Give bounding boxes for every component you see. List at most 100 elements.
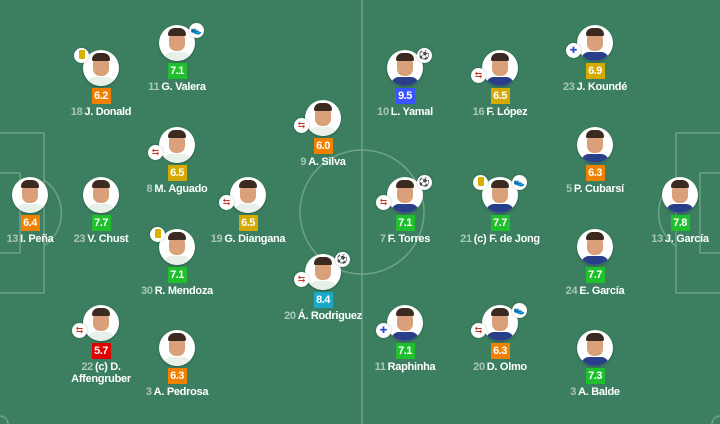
avatar [482,50,518,86]
player-name-text: R. Mendoza [154,285,213,297]
player-away[interactable]: ⚽ ⇆ 7.1 7 F. Torres [360,175,450,245]
rating-badge: 6.2 [91,88,111,104]
player-name: 9 A. Silva [281,156,365,168]
substitution-icon: ⇆ [471,68,486,83]
player-name-text: G. Valera [161,81,206,93]
substitution-icon: ⇆ [148,145,163,160]
avatar [159,127,195,163]
assist-icon: 👟 [512,175,527,190]
shirt-number: 19 [210,233,223,245]
substitution-icon: ⇆ [471,323,486,338]
rating-badge: 7.7 [91,215,111,231]
player-name-text: L. Yamal [390,106,433,118]
player-away[interactable]: 7.8 13 J. García [635,177,720,245]
player-away[interactable]: ⇆ 👟 6.3 20 D. Olmo [455,303,545,373]
shirt-number: 16 [472,106,485,118]
rating-badge: 7.7 [585,267,605,283]
player-name: 30 R. Mendoza [135,285,219,297]
shirt-number: 9 [300,156,307,168]
player-name: 18 J. Donald [59,106,143,118]
player-name-text: (c) F. de Jong [473,233,540,245]
player-away[interactable]: ✚ 7.1 11 Raphinha [360,305,450,373]
yellow-card-icon [473,175,488,190]
avatar [387,305,423,341]
player-away[interactable]: 👟 7.7 21 (c) F. de Jong [455,175,545,245]
avatar [159,330,195,366]
right-goal-box [699,172,720,254]
rating-badge: 6.5 [238,215,258,231]
avatar [577,127,613,163]
shirt-number: 11 [148,81,160,93]
player-away[interactable]: ⇆ 6.5 16 F. López [455,50,545,118]
goal-icon: ⚽ [417,175,432,190]
rating-badge: 6.3 [585,165,605,181]
injury-substitution-icon: ✚ [566,43,581,58]
player-name: 16 F. López [458,106,542,118]
player-name: 13 I. Peña [0,233,72,245]
player-home[interactable]: 6.4 13 I. Peña [0,177,75,245]
avatar [83,305,119,341]
player-name: 21 (c) F. de Jong [458,233,542,245]
goal-icon: ⚽ [417,48,432,63]
rating-badge: 6.0 [313,138,333,154]
player-name-text: M. Aguado [154,183,208,195]
rating-badge: 9.5 [395,88,415,104]
player-name: 11 Raphinha [363,361,447,373]
player-away[interactable]: 7.3 3 A. Balde [550,330,640,398]
avatar [482,305,518,341]
injury-substitution-icon: ✚ [376,323,391,338]
shirt-number: 3 [145,386,152,398]
rating-badge: 7.3 [585,368,605,384]
substitution-icon: ⇆ [294,118,309,133]
avatar [577,25,613,61]
left-penalty-arc [43,179,63,247]
avatar [577,330,613,366]
shirt-number: 3 [570,386,577,398]
rating-badge: 7.8 [670,215,690,231]
player-name-text: Á. Rodriguez [297,310,363,322]
player-name-text: J. García [664,233,709,245]
player-home[interactable]: 6.2 18 J. Donald [56,48,146,118]
shirt-number: 13 [6,233,19,245]
player-away[interactable]: ✚ 6.9 23 J. Koundé [550,25,640,93]
player-name: 3 A. Pedrosa [135,386,219,398]
assist-icon: 👟 [512,303,527,318]
yellow-card-icon [150,227,165,242]
player-away[interactable]: ⚽ 9.5 10 L. Yamal [360,48,450,118]
player-name: 7 F. Torres [363,233,447,245]
player-away[interactable]: 7.7 24 E. García [550,229,640,297]
player-home[interactable]: ⇆ 6.0 9 A. Silva [278,100,368,168]
left-penalty-box [0,132,45,294]
shirt-number: 20 [473,361,485,373]
player-home[interactable]: ⇆ 6.5 19 G. Diangana [203,177,293,245]
player-home[interactable]: ⇆ 5.7 22 (c) D. Affengruber [56,305,146,385]
left-goal-box [0,172,21,254]
rating-badge: 6.3 [167,368,187,384]
goal-icon: ⚽ [335,252,350,267]
player-home[interactable]: ⚽ ⇆ 8.4 20 Á. Rodriguez [278,252,368,322]
substitution-icon: ⇆ [294,272,309,287]
player-name-text: G. Diangana [224,233,286,245]
player-away[interactable]: 6.3 5 P. Cubarsí [550,127,640,195]
rating-badge: 7.1 [167,267,187,283]
player-home[interactable]: ⇆ 6.5 8 M. Aguado [132,127,222,195]
player-home[interactable]: 7.1 30 R. Mendoza [132,227,222,297]
center-circle [299,149,425,275]
player-home[interactable]: 7.7 23 V. Chust [56,177,146,245]
shirt-number: 5 [566,183,572,195]
assist-icon: 👟 [189,23,204,38]
shirt-number: 23 [73,233,86,245]
player-name-text: I. Peña [20,233,54,245]
substitution-icon: ⇆ [72,323,87,338]
player-home[interactable]: 👟 7.1 11 G. Valera [132,23,222,93]
shirt-number: 18 [70,106,83,118]
player-home[interactable]: 6.3 3 A. Pedrosa [132,330,222,398]
player-name-text: A. Pedrosa [153,386,209,398]
player-name-text: E. García [579,285,625,297]
rating-badge: 7.7 [490,215,510,231]
rating-badge: 7.1 [395,215,415,231]
player-name: 23 J. Koundé [553,81,637,93]
player-name: 5 P. Cubarsí [553,183,637,195]
corner-arc [0,415,9,424]
player-name: 22 (c) D. Affengruber [59,361,143,385]
